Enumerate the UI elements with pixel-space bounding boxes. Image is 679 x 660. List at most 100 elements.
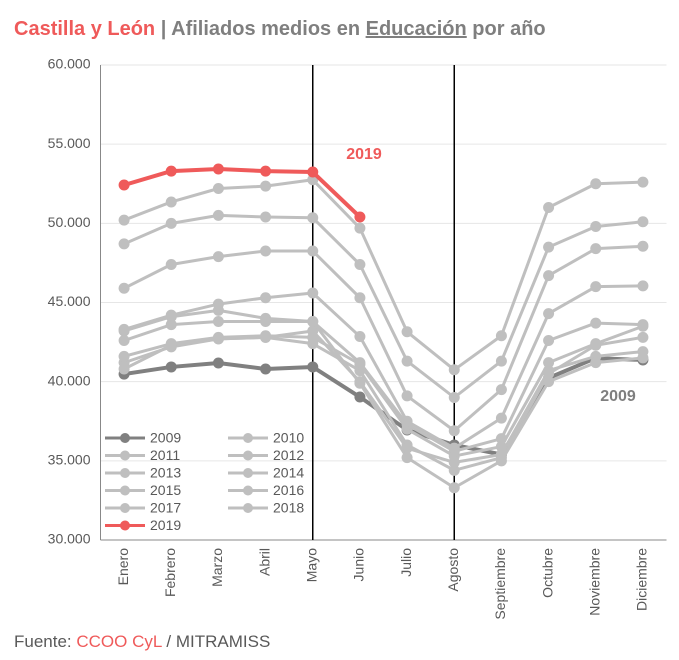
- legend-label: 2010: [273, 430, 304, 446]
- chart-title: Castilla y León | Afiliados medios en Ed…: [14, 18, 546, 40]
- legend-marker: [243, 433, 253, 443]
- point: [590, 357, 602, 369]
- text-part: Educación: [366, 18, 467, 40]
- legend-label: 2017: [150, 500, 181, 516]
- point: [543, 335, 555, 346]
- point: [354, 211, 366, 223]
- point: [307, 361, 319, 373]
- point: [118, 282, 130, 294]
- point: [354, 259, 366, 270]
- point: [401, 415, 413, 427]
- point: [448, 442, 460, 454]
- point: [543, 241, 555, 253]
- point: [260, 211, 272, 223]
- point: [260, 245, 272, 257]
- point: [543, 202, 555, 213]
- point: [543, 357, 555, 369]
- series-line: [123, 213, 644, 399]
- point: [354, 377, 366, 389]
- x-tick-label: Noviembre: [586, 548, 602, 616]
- point: [260, 165, 272, 177]
- annotation: 2009: [600, 388, 636, 405]
- y-tick-label: 35.000: [48, 452, 91, 468]
- point: [260, 292, 272, 304]
- point: [260, 316, 272, 327]
- series-line: [123, 167, 362, 219]
- point: [212, 209, 224, 221]
- point: [401, 390, 413, 402]
- point: [212, 251, 224, 263]
- point: [543, 308, 555, 320]
- point: [307, 287, 319, 299]
- point: [354, 331, 366, 343]
- source: Fuente: CCOO CyL / MITRAMISS: [14, 632, 270, 651]
- point: [212, 331, 224, 343]
- point: [165, 217, 177, 229]
- point: [118, 350, 130, 362]
- legend-label: 2012: [273, 447, 304, 463]
- point: [260, 330, 272, 342]
- x-tick-label: Octubre: [539, 548, 555, 598]
- point: [495, 412, 507, 424]
- point: [307, 331, 319, 343]
- point: [448, 364, 460, 376]
- point: [637, 176, 649, 188]
- point: [118, 214, 130, 226]
- point: [212, 163, 224, 175]
- point: [448, 392, 460, 403]
- point: [637, 216, 649, 228]
- point: [165, 319, 177, 331]
- legend-marker: [120, 503, 130, 513]
- point: [165, 196, 177, 208]
- point: [495, 441, 507, 453]
- point: [637, 280, 649, 292]
- point: [212, 316, 224, 327]
- point: [495, 455, 507, 467]
- point: [354, 222, 366, 234]
- point: [590, 281, 602, 293]
- point: [448, 482, 460, 494]
- legend-label: 2011: [150, 447, 180, 463]
- text-part: por año: [467, 18, 546, 40]
- series-line: [123, 320, 643, 453]
- point: [590, 338, 602, 350]
- point: [637, 240, 649, 252]
- y-tick-label: 55.000: [48, 135, 91, 151]
- y-tick-label: 40.000: [48, 372, 91, 388]
- legend-marker: [120, 520, 130, 531]
- text-part: | Afiliados medios en: [155, 18, 365, 40]
- point: [118, 335, 130, 346]
- point: [590, 221, 602, 232]
- point: [354, 357, 366, 369]
- legend-label: 2015: [150, 482, 181, 498]
- series-line: [123, 284, 643, 450]
- y-tick-label: 30.000: [48, 531, 91, 547]
- text-part: CCOO CyL: [76, 632, 162, 651]
- point: [448, 464, 460, 476]
- x-tick-label: Marzo: [209, 548, 225, 587]
- legend-marker: [243, 503, 253, 513]
- x-tick-label: Julio: [398, 548, 414, 577]
- point: [212, 298, 224, 310]
- legend-label: 2016: [273, 482, 304, 498]
- x-tick-label: Mayo: [303, 548, 319, 582]
- x-tick-label: Febrero: [162, 548, 178, 597]
- point: [543, 270, 555, 282]
- point: [495, 355, 507, 367]
- point: [401, 326, 413, 338]
- point: [307, 212, 319, 224]
- legend-marker: [120, 485, 130, 496]
- point: [260, 180, 272, 192]
- series-line: [123, 329, 644, 464]
- legend-marker: [120, 450, 130, 461]
- annotation: 2019: [346, 146, 382, 163]
- point: [165, 338, 177, 350]
- point: [590, 178, 602, 190]
- legend-label: 2009: [150, 430, 181, 446]
- legend-marker: [243, 485, 253, 496]
- point: [495, 433, 507, 445]
- point: [260, 363, 272, 375]
- point: [165, 309, 177, 321]
- point: [165, 361, 177, 373]
